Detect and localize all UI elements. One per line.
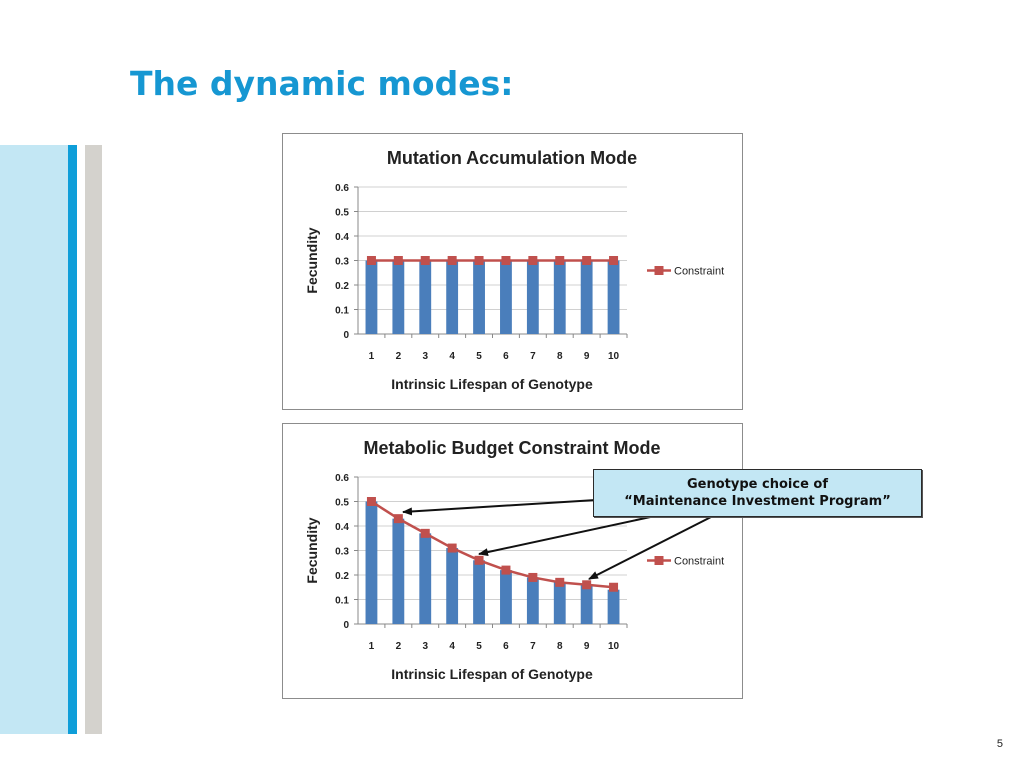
constraint-marker — [609, 582, 619, 592]
bar — [419, 260, 432, 334]
side-band-blue — [68, 145, 77, 734]
y-tick-label: 0.4 — [335, 232, 349, 243]
x-axis-title: Intrinsic Lifespan of Genotype — [391, 666, 593, 682]
x-tick-label: 4 — [449, 641, 455, 652]
y-tick-label: 0.3 — [335, 547, 349, 558]
y-tick-label: 0.2 — [335, 281, 349, 292]
bar — [392, 260, 405, 334]
x-tick-label: 9 — [584, 641, 590, 652]
constraint-marker — [555, 256, 565, 265]
chart-svg: Metabolic Budget Constraint Mode 0 0.1 0.2 0… — [304, 438, 724, 682]
constraint-marker — [528, 256, 538, 265]
bar — [607, 260, 620, 334]
constraint-marker — [366, 256, 376, 265]
x-tick-label: 7 — [530, 351, 536, 362]
x-tick-label: 2 — [396, 351, 402, 362]
constraint-marker — [474, 555, 484, 565]
x-tick-label: 8 — [557, 351, 563, 362]
bar — [553, 582, 566, 624]
x-tick-label: 6 — [503, 351, 509, 362]
constraint-marker — [501, 565, 511, 575]
constraint-marker — [447, 256, 457, 265]
bar — [473, 260, 485, 334]
constraint-marker — [555, 577, 565, 587]
chart-svg: Mutation Accumulation Mode 0 0.1 0.2 0.3 0.4 0… — [304, 148, 724, 392]
legend-label: Constraint — [674, 556, 724, 568]
bar — [500, 260, 512, 334]
x-tick-label: 7 — [530, 641, 536, 652]
genotype-choice-callout: Genotype choice of “Maintenance Investme… — [593, 469, 922, 517]
side-band-light — [0, 145, 68, 734]
mutation-accumulation-chart: Mutation Accumulation Mode 0 0.1 0.2 0.3 0.4 0… — [282, 133, 743, 410]
constraint-marker — [447, 543, 457, 553]
y-tick-label: 0.5 — [335, 498, 349, 509]
constraint-marker — [474, 256, 484, 265]
y-tick-label: 0.2 — [335, 571, 349, 582]
x-tick-label: 3 — [422, 351, 428, 362]
bar — [365, 260, 378, 334]
constraint-marker — [582, 580, 592, 590]
slide-title: The dynamic modes: — [130, 64, 514, 103]
bar — [580, 584, 593, 624]
constraint-marker — [420, 528, 430, 538]
y-tick-label: 0.6 — [335, 473, 349, 484]
constraint-marker — [393, 514, 403, 524]
bar — [419, 533, 432, 624]
bar — [473, 560, 485, 624]
callout-line-2: “Maintenance Investment Program” — [624, 494, 891, 509]
y-tick-label: 0.4 — [335, 522, 349, 533]
constraint-marker — [609, 256, 619, 265]
bar — [392, 518, 405, 624]
constraint-marker — [393, 256, 403, 265]
x-tick-label: 6 — [503, 641, 509, 652]
x-tick-label: 4 — [449, 351, 455, 362]
y-tick-label: 0 — [343, 620, 349, 631]
x-tick-label: 10 — [608, 351, 620, 362]
x-tick-label: 3 — [422, 641, 428, 652]
x-tick-label: 1 — [369, 351, 375, 362]
y-tick-label: 0.6 — [335, 183, 349, 194]
x-tick-label: 5 — [476, 641, 482, 652]
constraint-marker — [420, 256, 430, 265]
constraint-line — [370, 500, 614, 589]
constraint-marker — [528, 572, 538, 582]
y-tick-label: 0.1 — [335, 596, 349, 607]
x-tick-label: 9 — [584, 351, 590, 362]
constraint-marker — [366, 497, 376, 506]
constraint-marker — [501, 256, 511, 265]
x-tick-label: 1 — [369, 641, 375, 652]
y-tick-label: 0 — [343, 330, 349, 341]
x-tick-label: 2 — [396, 641, 402, 652]
y-tick-label: 0.3 — [335, 257, 349, 268]
bar — [526, 577, 539, 624]
x-tick-label: 5 — [476, 351, 482, 362]
legend-marker — [654, 556, 664, 565]
chart-title: Mutation Accumulation Mode — [387, 148, 637, 168]
bar — [446, 260, 459, 334]
legend-marker — [654, 266, 664, 275]
bar — [365, 501, 378, 624]
y-axis-title: Fecundity — [304, 517, 320, 583]
bar — [580, 260, 593, 334]
bar — [446, 548, 459, 624]
y-tick-label: 0.1 — [335, 306, 349, 317]
metabolic-budget-chart: Metabolic Budget Constraint Mode 0 0.1 0.2 0… — [282, 423, 743, 699]
side-band-gray — [85, 145, 102, 734]
x-tick-label: 8 — [557, 641, 563, 652]
x-tick-label: 10 — [608, 641, 620, 652]
bar — [553, 260, 566, 334]
bar — [500, 570, 512, 624]
callout-line-1: Genotype choice of — [687, 477, 828, 492]
y-axis-title: Fecundity — [304, 227, 320, 293]
chart-title: Metabolic Budget Constraint Mode — [364, 438, 661, 458]
x-axis-title: Intrinsic Lifespan of Genotype — [391, 376, 593, 392]
y-tick-label: 0.5 — [335, 208, 349, 219]
bar — [526, 260, 539, 334]
constraint-marker — [582, 256, 592, 265]
page-number: 5 — [996, 738, 1003, 750]
bar — [607, 589, 620, 624]
legend-label: Constraint — [674, 266, 724, 278]
